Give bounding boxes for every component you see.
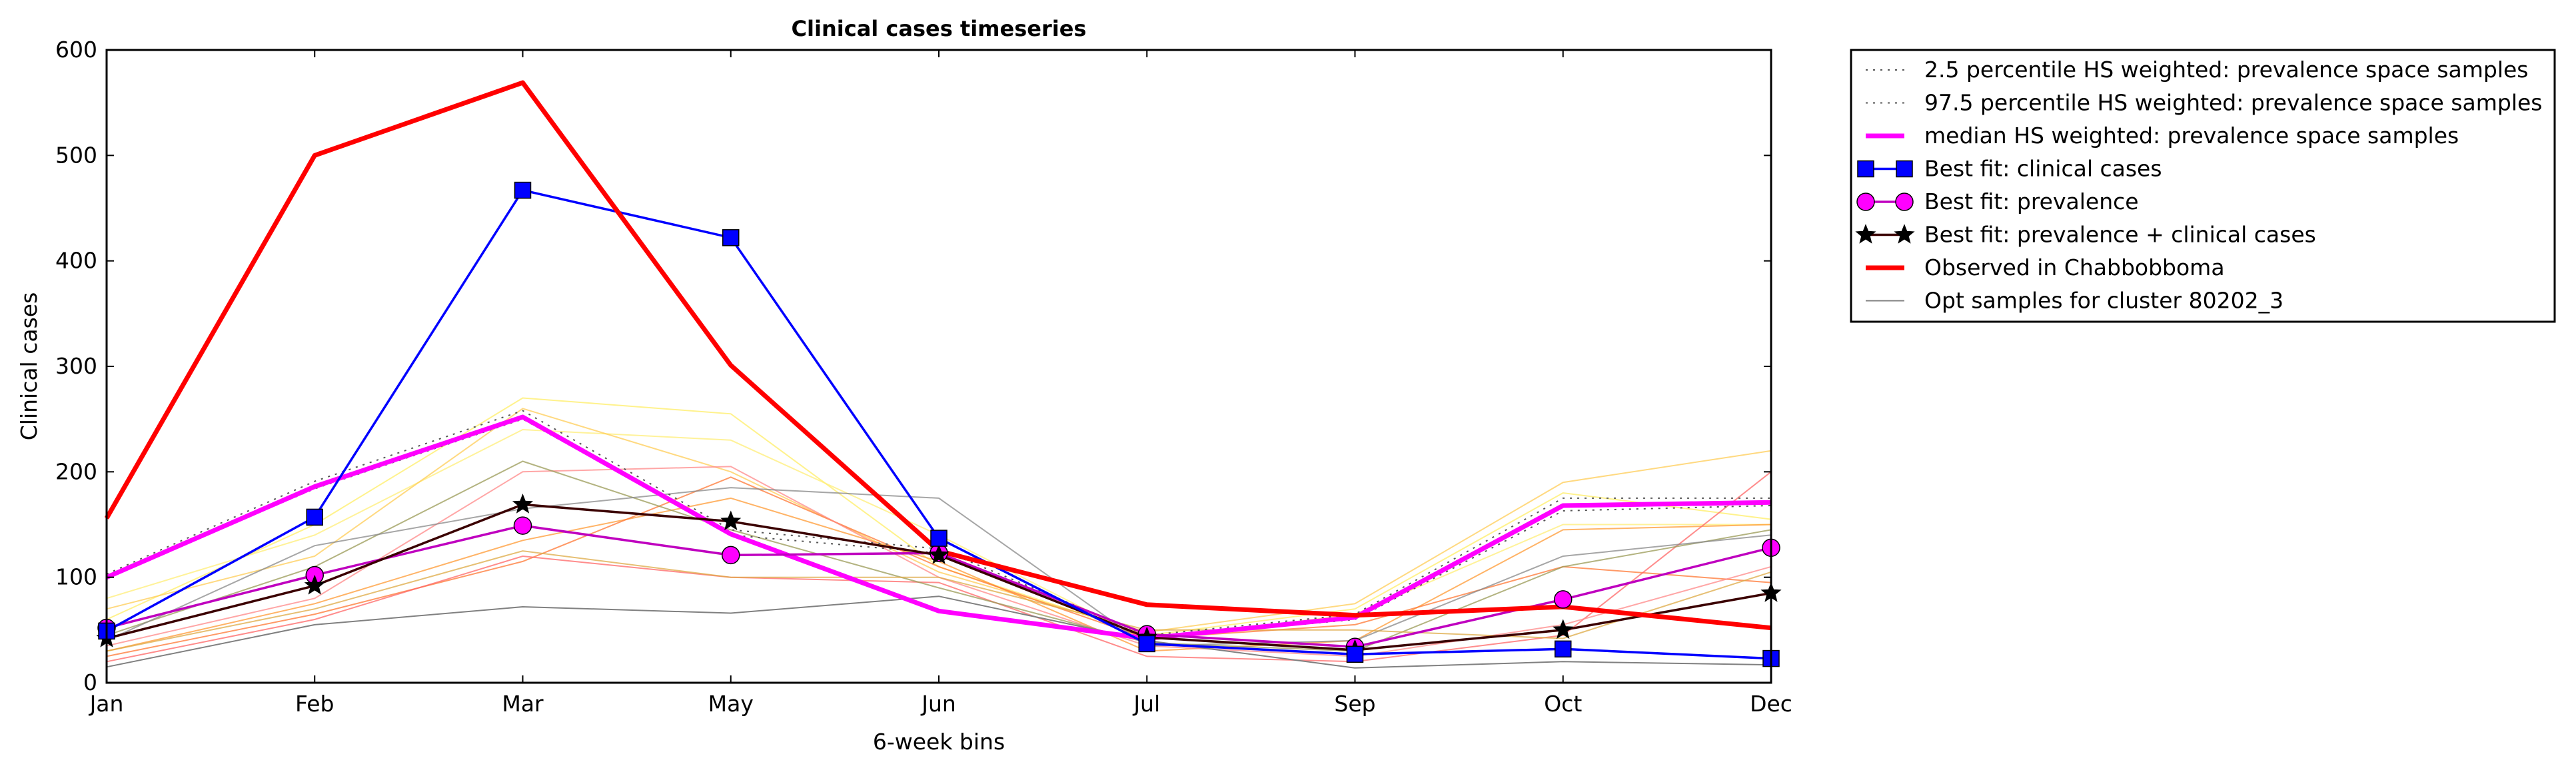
legend-label: 97.5 percentile HS weighted: prevalence … — [1924, 90, 2543, 116]
series-markers — [96, 181, 1782, 667]
data-point — [928, 544, 950, 564]
sample-line — [106, 497, 1772, 652]
axis-ticks: Jan Feb Mar May Jun Jul Sep Oct Dec 0 100 200 300 400… — [55, 37, 1792, 717]
data-point — [720, 510, 742, 531]
data-point — [1138, 635, 1155, 653]
legend-marker — [1895, 193, 1914, 211]
x-tick-label: Jul — [1132, 691, 1160, 717]
sample-line — [106, 408, 1772, 633]
sample-line — [106, 471, 1772, 663]
data-point — [306, 508, 323, 526]
y-tick-label: 0 — [83, 669, 97, 695]
data-point — [1346, 645, 1364, 663]
legend-label: median HS weighted: prevalence space sam… — [1924, 123, 2459, 149]
legend-label: Best fit: prevalence — [1924, 189, 2139, 214]
y-tick-label: 100 — [55, 564, 97, 590]
data-point — [512, 494, 534, 514]
x-tick-label: Sep — [1334, 691, 1375, 717]
data-point — [722, 229, 740, 246]
legend-label: 2.5 percentile HS weighted: prevalence s… — [1924, 57, 2529, 83]
legend-marker — [1855, 224, 1876, 244]
y-tick-label: 200 — [55, 458, 97, 484]
x-tick-label: Dec — [1750, 691, 1792, 717]
data-point — [514, 181, 532, 199]
series-line — [106, 410, 1771, 636]
x-tick-label: Mar — [502, 691, 544, 717]
y-tick-label: 400 — [55, 248, 97, 274]
y-tick-label: 600 — [55, 37, 97, 63]
legend-label: Best fit: prevalence + clinical cases — [1924, 222, 2316, 248]
data-point — [722, 546, 740, 565]
series-lines — [104, 80, 1772, 669]
legend-label: Best fit: clinical cases — [1924, 156, 2162, 182]
x-tick-label: May — [708, 691, 754, 717]
legend-label: Observed in Chabbobboma — [1924, 254, 2225, 280]
y-axis-label: Clinical cases — [16, 292, 42, 441]
x-tick-label: Oct — [1544, 691, 1582, 717]
data-point — [1553, 619, 1574, 639]
series-line — [106, 595, 1772, 669]
data-point — [1554, 590, 1573, 609]
legend-frame — [1850, 49, 2556, 323]
sample-line — [106, 397, 1772, 636]
x-tick-label: Feb — [295, 691, 334, 717]
sample-line — [106, 476, 1772, 657]
y-tick-label: 300 — [55, 353, 97, 379]
legend-marker — [1896, 160, 1913, 178]
sample-line — [106, 487, 1772, 647]
data-point — [513, 516, 532, 535]
data-point — [1555, 640, 1572, 658]
x-axis-label: 6-week bins — [873, 729, 1005, 755]
legend-marker — [1857, 160, 1874, 178]
x-tick-label: Jan — [89, 691, 124, 717]
legend: 2.5 percentile HS weighted: prevalence s… — [1850, 49, 2556, 323]
legend-marker — [1856, 193, 1875, 211]
series-line — [105, 414, 1772, 641]
data-point — [930, 530, 948, 547]
legend-label: Opt samples for cluster 80202_3 — [1924, 288, 2283, 314]
data-point — [304, 574, 325, 595]
sample-line — [106, 460, 1772, 652]
x-tick-label: Jun — [920, 691, 956, 717]
chart-title: Clinical cases timeseries — [792, 16, 1087, 41]
legend-marker — [1894, 224, 1915, 244]
y-tick-label: 500 — [55, 142, 97, 168]
